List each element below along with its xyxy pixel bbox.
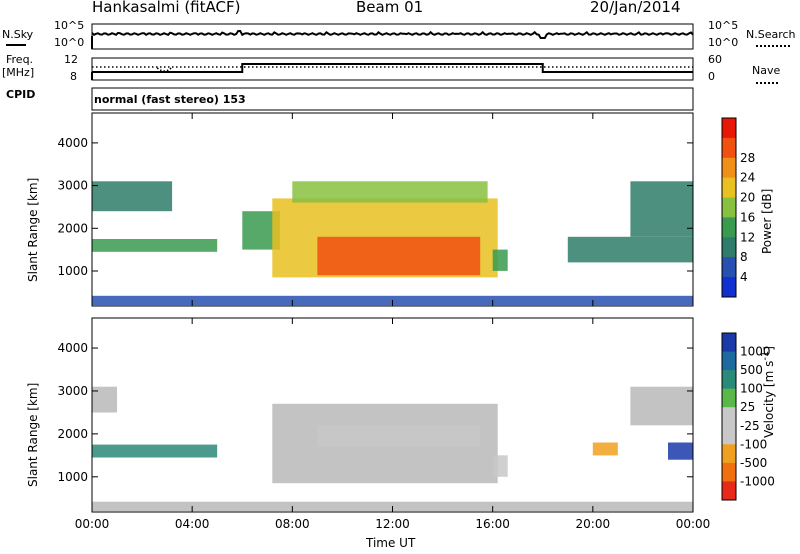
nsearch-tick-top: 10^5	[708, 19, 739, 32]
velocity-data-region	[492, 455, 508, 477]
velocity-data-region	[630, 386, 693, 426]
nsky-tick-bottom: 10^0	[54, 36, 85, 49]
power-colorbar-swatch	[722, 237, 736, 258]
velocity-colorbar-tick: 500	[740, 363, 763, 377]
freq-panel	[91, 57, 694, 81]
velocity-data-region	[317, 425, 481, 447]
x-tick-label: 12:00	[375, 517, 410, 531]
velocity-y-tick-label: 4000	[57, 341, 88, 355]
velocity-colorbar-swatch	[722, 388, 736, 408]
cpid-panel	[91, 87, 694, 111]
power-colorbar-swatch	[722, 217, 736, 238]
power-y-tick-label: 1000	[57, 264, 88, 278]
power-y-tick-label: 2000	[57, 221, 88, 235]
nave-dip	[156, 67, 172, 72]
velocity-colorbar-tick: -1000	[740, 474, 775, 488]
power-colorbar-swatch	[722, 197, 736, 218]
velocity-colorbar-tick: -500	[740, 456, 767, 470]
x-tick-label: 16:00	[475, 517, 510, 531]
power-data-region	[317, 236, 481, 276]
power-data-region	[92, 239, 218, 252]
velocity-colorbar-swatch	[722, 333, 736, 353]
power-colorbar-label: Power [dB]	[760, 188, 774, 254]
power-colorbar-swatch	[722, 257, 736, 278]
velocity-y-tick-label: 2000	[57, 427, 88, 441]
nave-legend-line	[756, 82, 778, 84]
nave-tick-top: 60	[708, 53, 722, 66]
nsky-panel	[91, 23, 694, 50]
power-data-region	[292, 181, 488, 203]
velocity-data-region	[592, 442, 618, 456]
velocity-colorbar-tick: -100	[740, 437, 767, 451]
velocity-colorbar-frame	[721, 332, 737, 501]
x-tick-label: 00:00	[676, 517, 711, 531]
velocity-colorbar-tick: 100	[740, 382, 763, 396]
power-y-tick-label: 3000	[57, 179, 88, 193]
freq-trace	[92, 63, 693, 73]
velocity-colorbar-swatch	[722, 481, 736, 501]
power-colorbar-swatch	[722, 157, 736, 179]
cpid-value: normal (fast stereo) 153	[94, 93, 246, 106]
nsky-tick-top: 10^5	[54, 19, 85, 32]
x-tick-label: 04:00	[175, 517, 210, 531]
date-title: 20/Jan/2014	[590, 0, 681, 16]
x-tick-label: 20:00	[576, 517, 611, 531]
nave-tick-bottom: 0	[708, 70, 715, 83]
power-colorbar-swatch	[722, 118, 736, 139]
nsky-trace	[91, 30, 694, 39]
velocity-colorbar-tick: -25	[740, 419, 760, 433]
power-data-region	[92, 181, 173, 212]
velocity-colorbar-swatch	[722, 444, 736, 464]
freq-unit: [MHz]	[2, 66, 35, 79]
power-colorbar-swatch	[722, 277, 736, 298]
power-data-region	[492, 249, 508, 271]
station-title: Hankasalmi (fitACF)	[92, 0, 241, 16]
freq-label: Freq.	[6, 53, 34, 66]
beam-title: Beam 01	[356, 0, 424, 16]
velocity-colorbar-tick: 1000	[740, 345, 771, 359]
velocity-colorbar-swatch	[722, 407, 736, 427]
velocity-colorbar-tick: 25	[740, 400, 755, 414]
velocity-colorbar-label: Velocity [m s-1]	[760, 346, 776, 438]
nsearch-label: N.Search	[746, 28, 796, 41]
velocity-data-region	[92, 444, 218, 458]
x-tick-label: 08:00	[275, 517, 310, 531]
power-colorbar-swatch	[722, 137, 736, 159]
nsky-label: N.Sky	[2, 28, 34, 41]
x-tick-label: 00:00	[75, 517, 110, 531]
power-y-tick-label: 4000	[57, 136, 88, 150]
freq-tick-bottom: 8	[70, 70, 77, 83]
power-colorbar-tick: 16	[740, 210, 755, 224]
power-y-axis-label: Slant Range [km]	[26, 177, 40, 282]
nave-label: Nave	[752, 64, 781, 77]
nsearch-tick-bottom: 10^0	[708, 36, 739, 49]
power-colorbar-tick: 12	[740, 230, 755, 244]
power-colorbar-frame	[721, 117, 737, 298]
cpid-label: CPID	[6, 88, 36, 101]
power-colorbar-tick: 4	[740, 270, 748, 284]
power-data-region	[630, 181, 693, 237]
power-colorbar-tick: 8	[740, 250, 748, 264]
velocity-colorbar-swatch	[722, 351, 736, 371]
power-colorbar-swatch	[722, 177, 736, 199]
velocity-y-tick-label: 1000	[57, 470, 88, 484]
nsky-legend-line	[6, 44, 26, 46]
velocity-y-axis-label: Slant Range [km]	[26, 382, 40, 487]
velocity-colorbar-swatch	[722, 462, 736, 482]
velocity-data-region	[668, 442, 693, 460]
x-axis-title: Time UT	[366, 536, 416, 550]
velocity-y-tick-label: 3000	[57, 384, 88, 398]
nsearch-legend-line	[756, 45, 790, 47]
freq-tick-top: 12	[64, 53, 78, 66]
power-data-region	[567, 236, 693, 263]
velocity-colorbar-swatch	[722, 370, 736, 390]
power-colorbar-tick: 20	[740, 191, 755, 205]
velocity-colorbar-swatch	[722, 425, 736, 445]
power-colorbar-tick: 28	[740, 151, 755, 165]
power-colorbar-tick: 24	[740, 171, 755, 185]
